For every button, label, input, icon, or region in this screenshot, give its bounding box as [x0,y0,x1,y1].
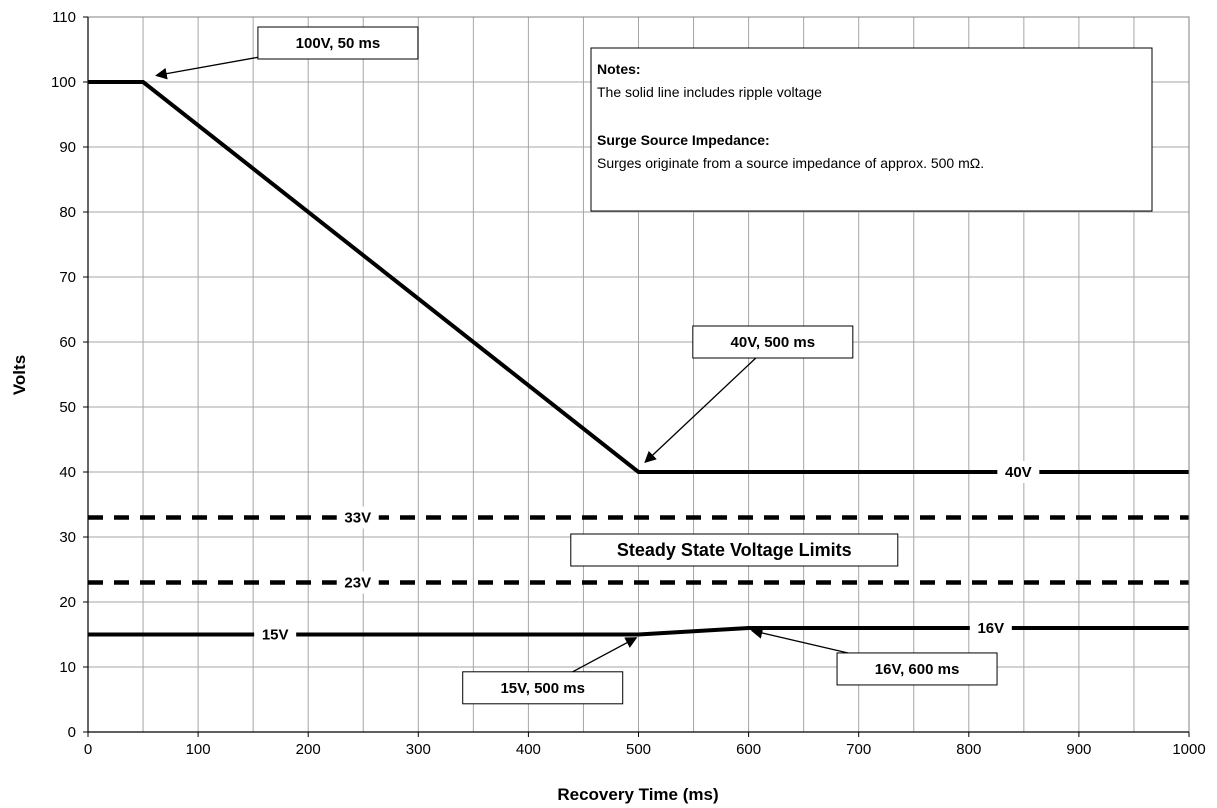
y-tick-label: 70 [59,269,76,286]
callout-arrow [750,627,849,654]
notes-line-2: Surges originate from a source impedance… [597,155,984,171]
series-line-solid-2 [88,626,1189,637]
x-tick-label: 200 [296,741,321,758]
x-tick-label: 600 [736,741,761,758]
callout-arrow [155,56,259,80]
callout-label: 16V, 600 ms [875,661,960,678]
center-label: Steady State Voltage Limits [617,540,852,560]
inline-label-bg [336,506,379,529]
y-tick-label: 90 [59,139,76,156]
series-layer [88,80,1189,637]
x-tick-label: 400 [516,741,541,758]
callout-arrow [572,637,638,673]
inline-label: 16V [977,620,1004,637]
x-tick-label: 1000 [1172,741,1205,758]
callout-arrow [644,357,757,464]
y-tick-label: 0 [68,724,76,741]
x-tick-label: 500 [626,741,651,758]
x-axis-title: Recovery Time (ms) [557,785,718,804]
inline-label: 15V [262,627,289,644]
callout-box [462,671,624,705]
inline-label: 40V [1005,464,1032,481]
inline-label-bg [997,461,1040,483]
inline-label-bg [254,623,297,646]
inline-label: 33V [344,510,371,527]
y-tick-label: 40 [59,464,76,481]
callout-box [257,26,419,60]
callout-box [692,325,854,359]
y-axis-title: Volts [10,355,29,395]
y-tick-label: 30 [59,529,76,546]
x-tick-label: 0 [84,741,92,758]
y-tick-label: 110 [52,9,76,26]
y-tick-label: 10 [59,659,76,676]
notes-heading-2: Surge Source Impedance: [597,132,770,148]
x-tick-label: 300 [406,741,431,758]
center-label-box [570,533,899,567]
inline-label-bg [336,571,379,594]
x-tick-label: 900 [1066,741,1091,758]
y-tick-label: 50 [59,399,76,416]
y-tick-label: 20 [59,594,76,611]
x-tick-label: 800 [956,741,981,758]
callout-label: 40V, 500 ms [731,334,816,351]
notes-box: Notes: The solid line includes ripple vo… [590,47,1153,212]
y-tick-label: 80 [59,204,76,221]
callout-label: 100V, 50 ms [296,35,381,52]
y-tick-label: 60 [59,334,76,351]
notes-heading: Notes: [597,61,641,77]
x-tick-label: 700 [846,741,871,758]
inline-label-bg [969,617,1012,639]
x-tick-label: 100 [186,741,211,758]
callout-label: 15V, 500 ms [500,680,585,697]
notes-line-1: The solid line includes ripple voltage [597,84,822,100]
inline-label: 23V [344,575,371,592]
series-line-solid-1 [88,80,1189,474]
axis-layer: 0 100 200 300 400 500 600 700 800 900 1000 0 10 20 30 4… [51,9,1206,758]
callout-box [836,652,998,686]
annotation-layer: 40V 33V 23V 15V 16V 100V, 50 ms 40V, 500 ms 15V… [155,26,1040,705]
y-tick-label: 100 [51,74,76,91]
